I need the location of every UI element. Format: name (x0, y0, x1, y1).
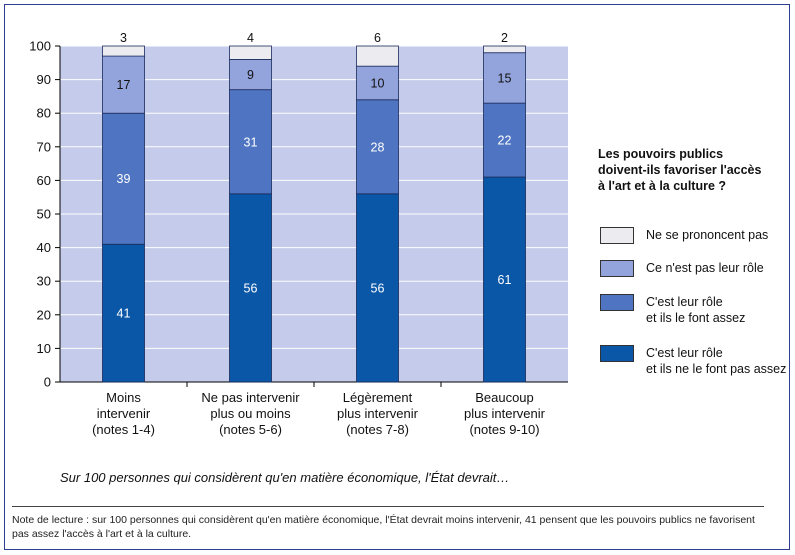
data-label: 10 (371, 76, 385, 90)
bar-segment (356, 99, 399, 195)
y-tick-label: 20 (37, 307, 51, 322)
reading-note: Note de lecture : sur 100 personnes qui … (12, 514, 755, 540)
x-category-label: Ne pas intervenir plus ou moins (notes 5-6… (201, 390, 300, 437)
y-tick-label: 50 (37, 207, 51, 222)
bar-segment (229, 193, 272, 383)
legend-swatch (600, 345, 634, 362)
data-label: 6 (374, 31, 381, 45)
stacked-bar-chart: 0 10 20 30 40 50 60 70 80 90 100 41 39 17 3 Moins interv… (29, 31, 568, 437)
y-tick-label: 60 (37, 173, 51, 188)
data-label: 9 (247, 68, 254, 82)
data-label: 4 (247, 31, 254, 45)
legend-item-not-their-role: Ce n'est pas leur rôle (600, 260, 795, 277)
bar-segment (229, 59, 272, 91)
legend-title: Les pouvoirs publics doivent-ils favoris… (598, 147, 762, 193)
x-category-label: Moins intervenir (notes 1-4) (92, 390, 155, 437)
y-tick-label: 100 (29, 39, 51, 54)
legend-item-no-opinion: Ne se prononcent pas (600, 227, 795, 244)
legend-item-role-enough: C'est leur rôle et ils le font assez (600, 294, 795, 326)
chart-caption: Sur 100 personnes qui considèrent qu'en … (60, 470, 510, 485)
data-label: 2 (501, 31, 508, 45)
data-label: 22 (498, 134, 512, 148)
bar-segment (229, 89, 272, 195)
bar-segment (356, 45, 399, 67)
legend-swatch (600, 260, 634, 277)
bar-segment (483, 102, 526, 178)
data-label: 15 (498, 71, 512, 85)
x-category-label: Légèrement plus intervenir (notes 7-8) (337, 390, 419, 437)
y-tick-label: 40 (37, 240, 51, 255)
x-category-label: Beaucoup plus intervenir (notes 9-10) (464, 390, 546, 437)
y-tick-label: 30 (37, 274, 51, 289)
divider (12, 506, 764, 507)
data-label: 61 (498, 273, 512, 287)
legend-swatch (600, 227, 634, 244)
data-label: 41 (117, 307, 131, 321)
bar-segment (356, 193, 399, 383)
bar-segment (102, 55, 145, 114)
legend-item-role-not-enough: C'est leur rôle et ils ne le font pas as… (600, 345, 795, 377)
y-tick-label: 0 (44, 375, 51, 390)
y-tick-label: 80 (37, 106, 51, 121)
data-label: 39 (117, 172, 131, 186)
y-tick-label: 10 (37, 341, 51, 356)
bar-segment (483, 176, 526, 383)
legend-swatch (600, 294, 634, 311)
data-label: 56 (371, 281, 385, 295)
legend-label: C'est leur rôle et ils le font assez (646, 295, 746, 325)
legend-label: Ce n'est pas leur rôle (646, 261, 764, 275)
bar-segment (102, 243, 145, 383)
data-label: 28 (371, 140, 385, 154)
legend-label: Ne se prononcent pas (646, 228, 769, 242)
data-label: 17 (117, 78, 131, 92)
data-label: 3 (120, 31, 127, 45)
legend-label: C'est leur rôle et ils ne le font pas as… (646, 346, 787, 376)
data-label: 56 (244, 281, 258, 295)
data-label: 31 (244, 135, 258, 149)
bar-segment (356, 65, 399, 101)
y-tick-label: 90 (37, 72, 51, 87)
bar-segment (483, 45, 526, 54)
bar-segment (102, 45, 145, 57)
bar-segment (229, 45, 272, 60)
y-tick-label: 70 (37, 139, 51, 154)
